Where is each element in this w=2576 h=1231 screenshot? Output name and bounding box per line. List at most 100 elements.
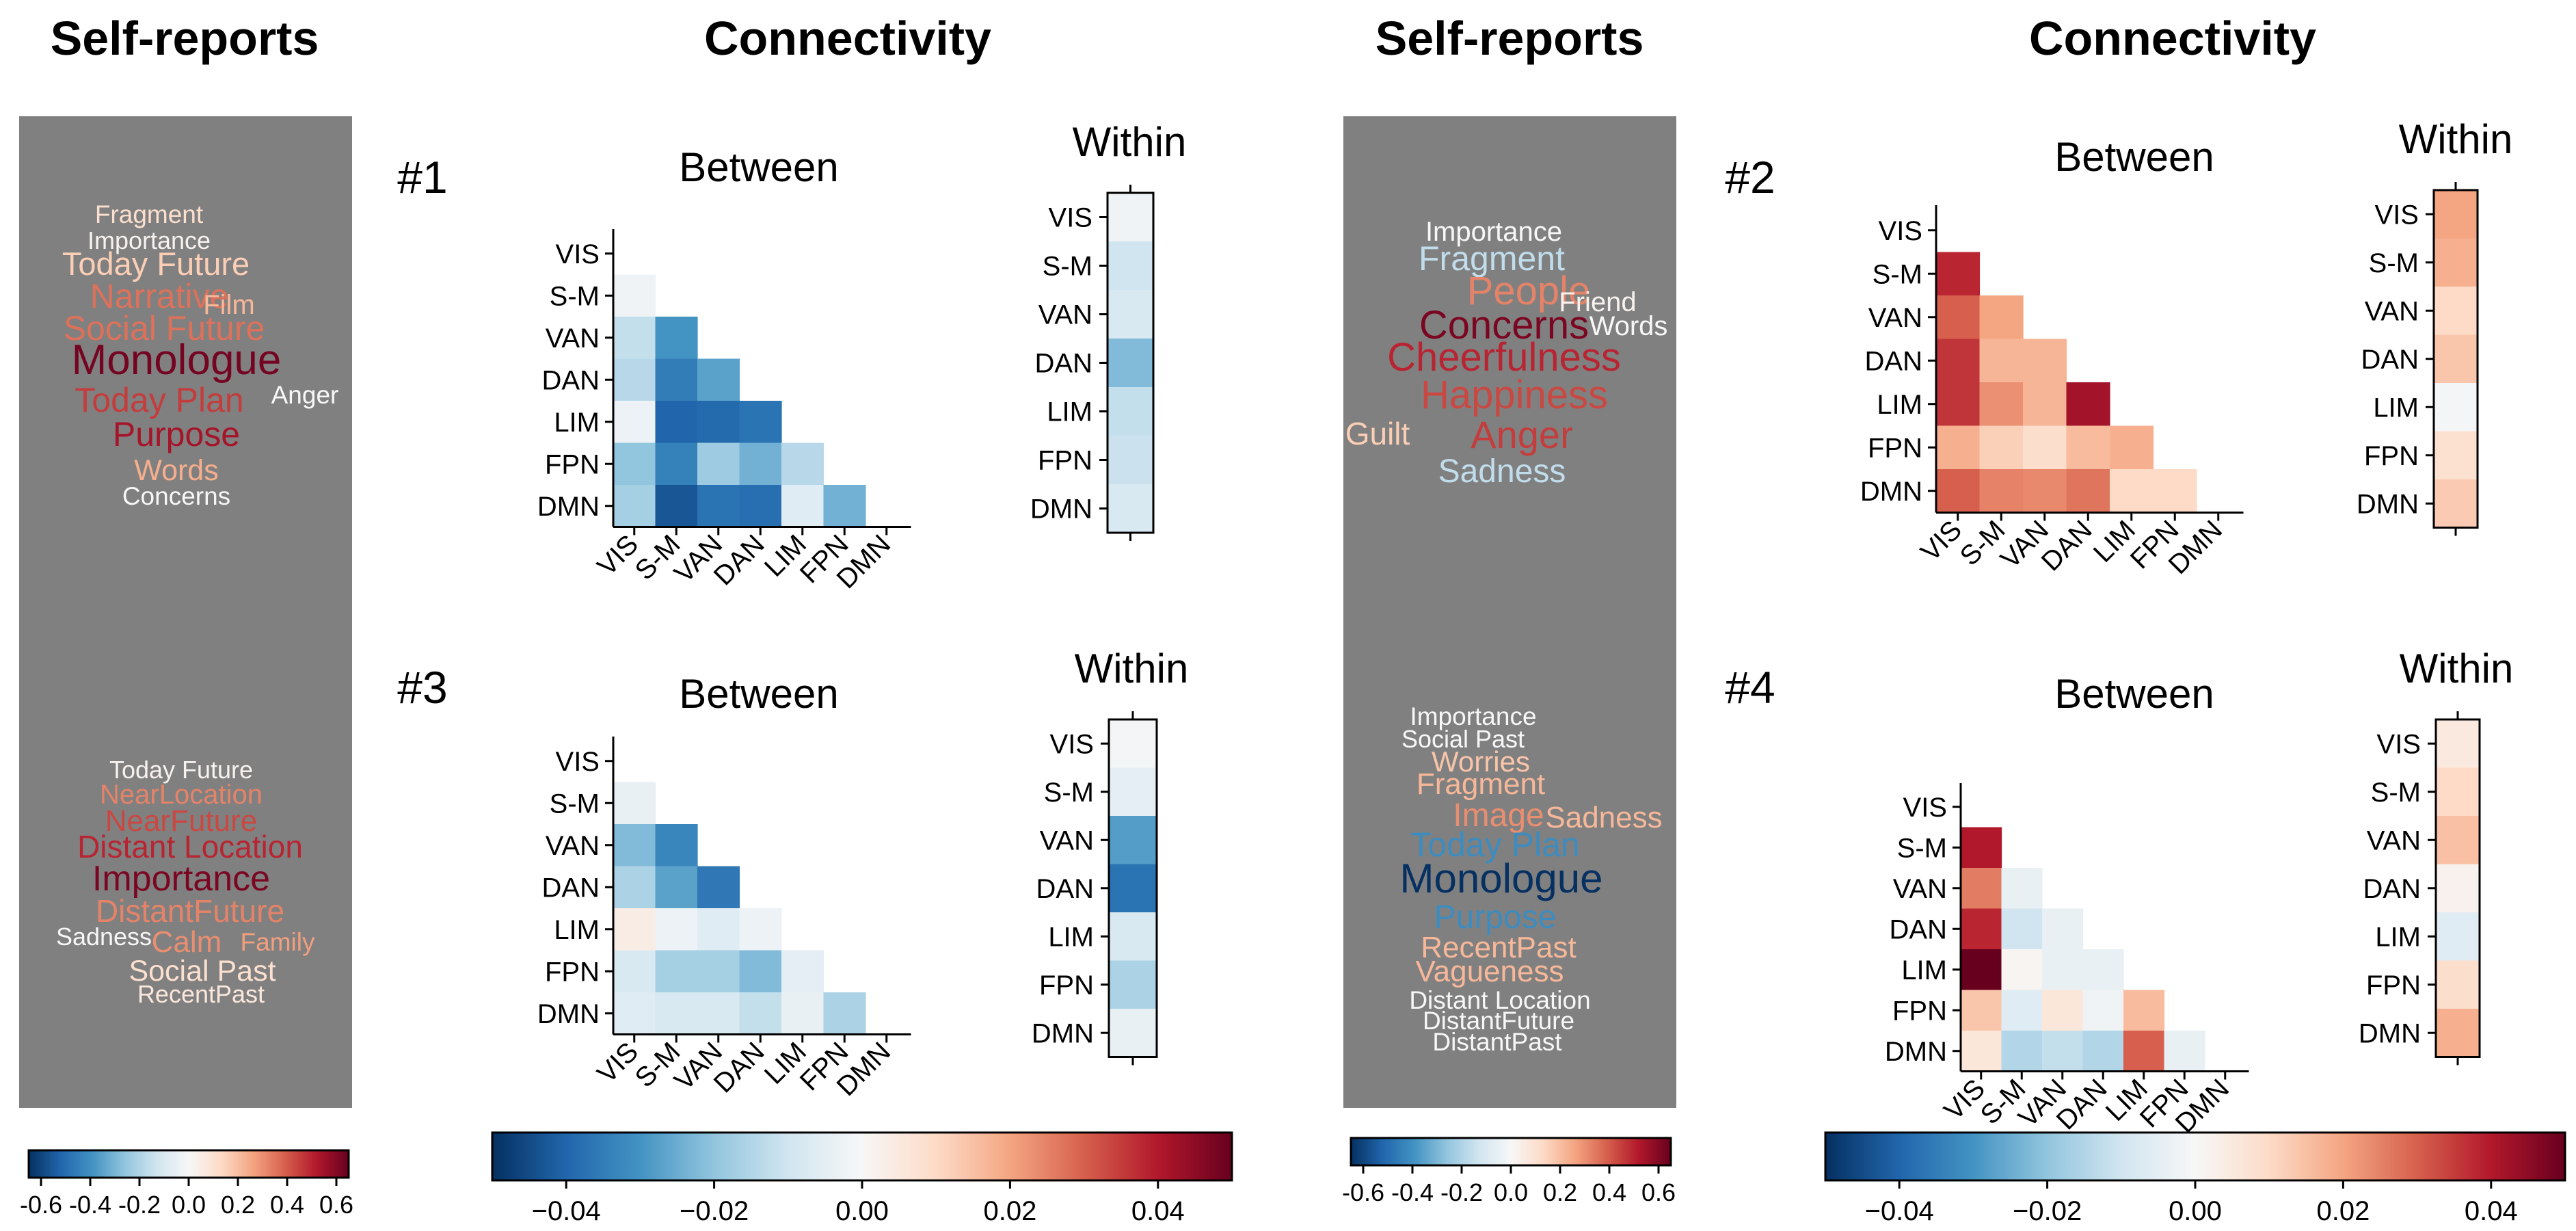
between-cell: [2023, 382, 2067, 427]
wordcloud-word: Film: [203, 290, 255, 320]
colorbar-connectivity-right: [1824, 1131, 2566, 1182]
between-y-tick-label: FPN: [1892, 996, 1947, 1026]
between-cell: [2042, 990, 2084, 1031]
between-cell: [2153, 469, 2197, 514]
self-reports-header-right: Self-reports: [1376, 12, 1644, 65]
between-cell: [655, 358, 698, 401]
colorbar-tick-label: 0.02: [2316, 1196, 2370, 1226]
wordcloud-word: DistantFuture: [96, 893, 284, 929]
panel-id-4: #4: [1725, 662, 1775, 713]
between-cell: [613, 908, 656, 951]
between-cell: [655, 401, 698, 444]
within-cell: [2434, 287, 2478, 336]
within-y-tick-label: DMN: [1032, 1018, 1094, 1048]
between-y-tick-label: S-M: [1873, 259, 1922, 289]
within-cell: [2436, 864, 2480, 913]
between-cell: [2001, 990, 2043, 1031]
within-cell: [1109, 816, 1157, 865]
between-y-tick-label: LIM: [554, 915, 600, 945]
within-cell: [2436, 960, 2480, 1009]
colorbar-connectivity-left: [491, 1131, 1233, 1182]
between-y-tick-label: DMN: [537, 492, 600, 522]
wordcloud-word: Today Future: [109, 756, 253, 784]
colorbar-tick-label: -0.4: [69, 1191, 111, 1219]
connectivity-header-left: Connectivity: [704, 12, 991, 65]
colorbar-tick-label: 0.0: [1494, 1178, 1528, 1206]
between-cell: [823, 992, 866, 1035]
wordcloud-word: DistantPast: [1432, 1028, 1562, 1056]
between-cell: [781, 950, 824, 993]
within-y-tick-label: LIM: [2373, 393, 2419, 423]
within-cell: [2436, 912, 2480, 962]
between-y-tick-label: DAN: [542, 873, 600, 903]
between-cell: [613, 317, 656, 360]
between-cell: [655, 442, 698, 486]
between-y-tick-label: S-M: [550, 281, 600, 311]
between-cell: [697, 866, 740, 909]
within-cell: [1108, 339, 1153, 388]
within-y-tick-label: S-M: [2371, 778, 2421, 808]
between-cell: [2164, 1031, 2205, 1072]
colorbar-tick-label: 0.6: [1641, 1178, 1676, 1206]
between-x-tick-label: VIS: [1915, 515, 1968, 568]
wordcloud-word: Distant Location: [77, 829, 303, 864]
wordcloud-panel-right: [1343, 116, 1676, 1108]
between-y-tick-label: FPN: [545, 957, 600, 987]
between-cell: [613, 866, 656, 909]
within-cell: [1108, 290, 1153, 339]
between-cell: [2066, 382, 2110, 427]
between-cell: [1979, 382, 2024, 427]
heatmap-panel-2: BetweenVISVISS-MS-MVANVANDANDANLIMLIMFPN…: [1860, 116, 2512, 580]
between-cell: [2023, 469, 2067, 514]
between-cell: [697, 401, 740, 444]
within-cell: [2434, 479, 2478, 529]
between-cell: [613, 824, 656, 867]
between-cell: [1961, 827, 2002, 869]
wordcloud-word: Importance: [1425, 217, 1562, 247]
wordcloud-word: Guilt: [1345, 416, 1410, 451]
between-y-tick-label: DMN: [1885, 1037, 1947, 1067]
wordcloud-word: NearLocation: [100, 780, 263, 810]
colorbar-tick-label: -0.6: [20, 1191, 62, 1219]
wordcloud-word: Anger: [271, 381, 339, 409]
within-cell: [1108, 241, 1153, 291]
wordcloud-word: Concerns: [1419, 303, 1589, 347]
between-cell: [613, 992, 656, 1035]
between-cell: [2066, 469, 2110, 514]
between-cell: [1979, 425, 2024, 470]
between-cell: [2023, 339, 2067, 383]
within-cell: [1109, 719, 1157, 769]
within-cell: [1109, 767, 1157, 817]
within-cell: [1109, 960, 1157, 1009]
within-y-tick-label: VAN: [2365, 296, 2419, 326]
within-y-tick-label: S-M: [1043, 252, 1092, 282]
wordcloud-word: Monologue: [1400, 856, 1603, 901]
between-cell: [1936, 425, 1981, 470]
within-title: Within: [1075, 646, 1189, 691]
within-y-tick-label: DAN: [1035, 349, 1092, 379]
within-cell: [2436, 767, 2480, 817]
within-cell: [2434, 431, 2478, 480]
wordcloud-word: Purpose: [1434, 899, 1557, 936]
between-cell: [2110, 425, 2154, 470]
within-title: Within: [1073, 119, 1187, 165]
between-cell: [1961, 949, 2002, 991]
heatmap-panel-1: Between VIS VIS S-M S-M VAN VAN DAN DAN LIM LIM FPN…: [537, 119, 1186, 594]
within-cell: [2434, 190, 2478, 239]
between-cell: [2123, 990, 2165, 1031]
between-cell: [2082, 949, 2124, 991]
between-y-tick-label: DMN: [1860, 477, 1922, 507]
between-cell: [1961, 868, 2002, 910]
between-cell: [613, 358, 656, 401]
between-cell: [781, 992, 824, 1035]
wordcloud-word: People: [1467, 269, 1591, 313]
panel-id-3: #3: [397, 662, 447, 713]
between-cell: [1961, 990, 2002, 1031]
wordcloud-wc3: Today FutureNearLocationNearFutureDistan…: [56, 756, 315, 1008]
within-y-tick-label: S-M: [1044, 778, 1094, 808]
wordcloud-word: Social Past: [129, 955, 276, 988]
within-title: Within: [2399, 116, 2513, 162]
within-y-tick-label: S-M: [2369, 248, 2419, 278]
wordcloud-word: Sadness: [1438, 453, 1566, 490]
